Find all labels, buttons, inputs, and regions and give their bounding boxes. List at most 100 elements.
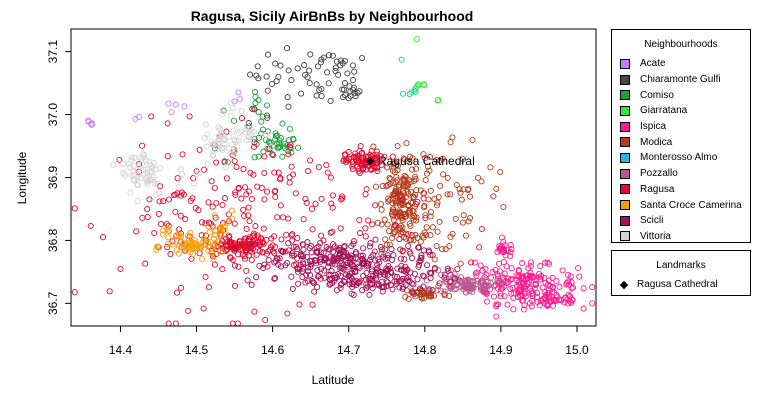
data-point [492,266,499,274]
series-chiaramonte-gulfi [245,45,366,130]
data-point [235,89,242,96]
data-point [215,137,222,144]
data-point [423,170,431,177]
data-point [253,72,260,79]
landmarks-legend-title: Landmarks [656,260,706,271]
data-point [446,243,453,250]
data-point [198,219,206,226]
data-point [277,62,284,69]
legend-item: Acate [612,56,750,72]
data-point [316,256,324,263]
data-point [285,247,292,254]
data-point [223,175,230,182]
data-point [223,219,230,227]
legend-item: Comiso [612,87,750,103]
data-point [441,274,448,281]
data-point [384,164,391,171]
data-point [339,253,346,260]
data-point [350,240,357,247]
data-point [223,128,230,135]
data-point [240,242,248,249]
data-point [288,163,295,170]
data-point [266,139,273,147]
data-point [283,45,291,52]
data-point [227,244,235,251]
data-point [218,132,225,139]
data-point [369,221,376,228]
data-point [294,144,302,151]
y-axis: 36.7 36.8 36.9 37.0 37.1 [46,40,71,315]
data-point [284,94,291,101]
data-point [249,233,256,240]
data-point [206,229,213,236]
data-point [199,256,206,263]
data-point [383,265,390,272]
data-point [233,163,240,170]
data-point [230,151,237,158]
x-tick-label: 14.7 [337,343,361,357]
data-point [225,232,232,239]
data-point [127,164,134,171]
data-point [362,225,369,232]
data-point [341,278,348,286]
data-point [190,175,197,182]
legend-swatch [620,200,630,211]
data-point [465,218,472,225]
data-point [133,174,140,182]
data-point [216,125,224,132]
data-point [169,238,176,245]
data-point [356,264,363,272]
data-point [172,101,179,108]
data-point [233,137,240,144]
data-point [234,240,241,247]
data-point [205,284,212,291]
data-point [261,261,268,268]
data-point [372,183,380,190]
data-point [229,215,236,222]
data-point [295,280,302,287]
data-point [311,288,318,295]
data-point [466,281,473,289]
data-point [435,97,442,104]
data-point [200,238,207,245]
data-point [367,165,374,173]
data-point [193,168,200,175]
data-point [246,218,253,225]
data-point [278,236,285,243]
data-point [139,166,146,173]
data-point [148,113,155,120]
data-point [294,235,301,242]
data-point [491,283,498,290]
data-point [460,284,467,291]
data-point [422,155,429,162]
data-point [190,180,197,187]
data-point [294,246,301,253]
data-point [205,243,212,250]
data-point [406,237,413,244]
data-point [437,287,444,294]
data-point [527,262,534,270]
data-point [487,274,495,281]
y-tick-label: 36.7 [46,291,60,315]
data-point [568,299,575,306]
data-point [187,249,194,256]
data-point [496,278,503,285]
data-point [71,205,78,212]
data-point [200,305,207,312]
data-point [100,234,107,241]
data-point [373,151,380,158]
data-point [308,249,315,256]
data-point [388,246,395,253]
data-point [116,156,123,163]
data-point [144,169,151,177]
legend-item: Santa Croce Camerina [612,197,750,213]
x-axis: 14.4 14.5 14.6 14.7 14.8 14.9 15.0 [109,326,589,357]
data-point [165,234,172,241]
legend-item: Pozzallo [612,166,750,182]
data-point [589,300,596,307]
data-point [144,206,151,213]
data-point [498,234,506,241]
data-point [306,80,313,87]
data-point [368,266,376,273]
data-point [272,275,279,282]
